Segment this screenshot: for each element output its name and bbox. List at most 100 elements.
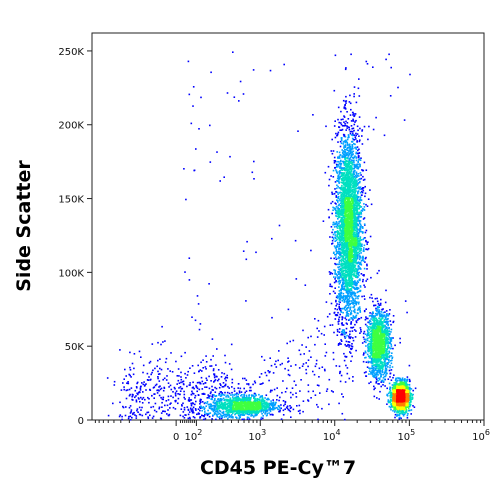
scatter-point — [352, 326, 355, 329]
scatter-point — [257, 411, 259, 413]
scatter-point — [345, 301, 348, 303]
scatter-point — [341, 128, 344, 131]
scatter-point — [136, 386, 138, 389]
scatter-point — [390, 355, 393, 357]
scatter-point — [271, 402, 274, 405]
scatter-point — [240, 391, 243, 393]
scatter-point — [201, 370, 203, 372]
scatter-point — [231, 381, 234, 384]
scatter-point — [384, 337, 386, 340]
scatter-point — [340, 201, 343, 203]
scatter-point — [343, 154, 346, 156]
scatter-point — [310, 356, 312, 358]
scatter-point — [279, 409, 281, 412]
scatter-point — [184, 398, 186, 400]
scatter-point — [346, 160, 348, 163]
scatter-point — [401, 409, 403, 412]
scatter-point — [388, 337, 391, 339]
scatter-point — [171, 371, 174, 373]
scatter-point — [173, 386, 176, 389]
scatter-point — [340, 251, 343, 254]
scatter-point — [361, 243, 363, 246]
scatter-point — [344, 277, 347, 279]
scatter-point — [344, 186, 347, 188]
scatter-point — [338, 305, 340, 308]
scatter-point — [349, 186, 351, 188]
scatter-point — [375, 116, 377, 119]
scatter-point — [352, 302, 355, 304]
scatter-point — [364, 195, 366, 198]
scatter-point — [347, 176, 350, 178]
scatter-point — [347, 281, 349, 283]
scatter-point — [386, 395, 389, 397]
scatter-point — [352, 229, 355, 231]
scatter-point — [375, 377, 377, 379]
scatter-point — [359, 267, 361, 269]
scatter-point — [334, 222, 336, 225]
scatter-point — [342, 220, 345, 223]
scatter-point — [342, 162, 345, 164]
scatter-point — [359, 198, 361, 201]
scatter-point — [225, 415, 227, 418]
scatter-point — [338, 216, 341, 219]
scatter-point — [385, 356, 388, 358]
scatter-point — [348, 289, 350, 292]
scatter-point — [274, 363, 276, 366]
scatter-point — [312, 370, 314, 373]
scatter-point — [353, 281, 356, 284]
scatter-point — [216, 414, 218, 416]
scatter-point — [350, 156, 353, 158]
scatter-point — [344, 306, 347, 308]
scatter-point — [364, 237, 366, 239]
scatter-point — [351, 111, 354, 114]
scatter-point — [348, 152, 350, 155]
scatter-point — [363, 371, 366, 374]
scatter-point — [318, 367, 321, 370]
scatter-point — [397, 410, 400, 412]
scatter-point — [218, 398, 220, 401]
scatter-point — [356, 238, 359, 240]
scatter-point — [215, 404, 217, 406]
scatter-point — [365, 169, 368, 171]
scatter-point — [211, 397, 213, 400]
scatter-point — [207, 394, 209, 396]
scatter-point — [164, 340, 166, 342]
scatter-point — [340, 110, 342, 113]
scatter-point — [205, 405, 207, 407]
scatter-point — [346, 157, 349, 160]
scatter-point — [340, 296, 343, 299]
scatter-point — [351, 173, 354, 175]
scatter-point — [354, 113, 357, 115]
scatter-point — [355, 270, 358, 272]
scatter-point — [370, 350, 373, 352]
scatter-point — [336, 151, 338, 153]
scatter-point — [342, 181, 344, 184]
scatter-point — [338, 316, 341, 318]
scatter-point — [334, 271, 336, 273]
scatter-point — [122, 405, 124, 408]
scatter-point — [357, 295, 360, 298]
scatter-point — [370, 276, 372, 279]
scatter-point — [360, 239, 363, 241]
scatter-point — [343, 125, 345, 127]
scatter-point — [343, 210, 345, 213]
scatter-point — [338, 237, 340, 240]
scatter-point — [205, 368, 207, 370]
scatter-point — [343, 205, 346, 208]
scatter-point — [353, 113, 355, 115]
scatter-point — [353, 156, 356, 158]
scatter-point — [209, 365, 211, 367]
scatter-point — [391, 386, 394, 389]
scatter-point — [352, 380, 354, 382]
scatter-point — [355, 262, 358, 265]
scatter-point — [391, 356, 394, 359]
scatter-point — [179, 390, 182, 392]
scatter-point — [349, 156, 352, 159]
scatter-point — [338, 187, 341, 189]
scatter-point — [328, 271, 331, 273]
scatter-point — [347, 135, 350, 137]
scatter-point — [349, 176, 351, 178]
scatter-point — [342, 249, 345, 251]
scatter-point — [245, 397, 247, 400]
scatter-point — [350, 323, 352, 325]
